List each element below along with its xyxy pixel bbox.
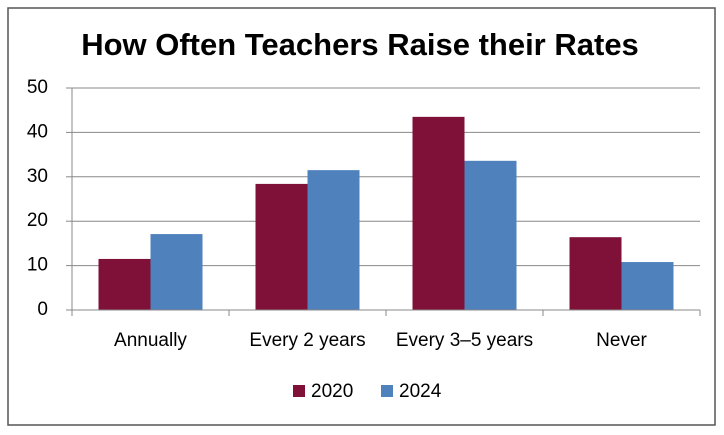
- bar: [464, 160, 517, 310]
- x-tick-label: Annually: [114, 330, 187, 351]
- x-tick-label: Every 3–5 years: [396, 330, 533, 351]
- bar: [150, 234, 203, 310]
- x-tick-label: Every 2 years: [249, 330, 365, 351]
- x-tick-label: Never: [596, 330, 647, 351]
- y-tick-label: 0: [37, 299, 48, 320]
- bar: [412, 116, 465, 310]
- y-tick-label: 50: [27, 77, 48, 98]
- legend-swatch: [381, 385, 393, 397]
- legend-label: 2024: [399, 381, 442, 402]
- bar: [98, 258, 151, 310]
- bar: [255, 183, 308, 310]
- bar: [621, 262, 674, 310]
- chart-title: How Often Teachers Raise their Rates: [81, 27, 639, 62]
- bar: [569, 237, 622, 310]
- y-tick-label: 20: [27, 210, 48, 231]
- y-tick-label: 10: [27, 255, 48, 276]
- bar: [307, 170, 360, 310]
- legend-swatch: [293, 385, 305, 397]
- y-tick-label: 30: [27, 166, 48, 187]
- y-tick-label: 40: [27, 121, 48, 142]
- chart-border: [7, 7, 716, 426]
- legend-label: 2020: [311, 381, 353, 402]
